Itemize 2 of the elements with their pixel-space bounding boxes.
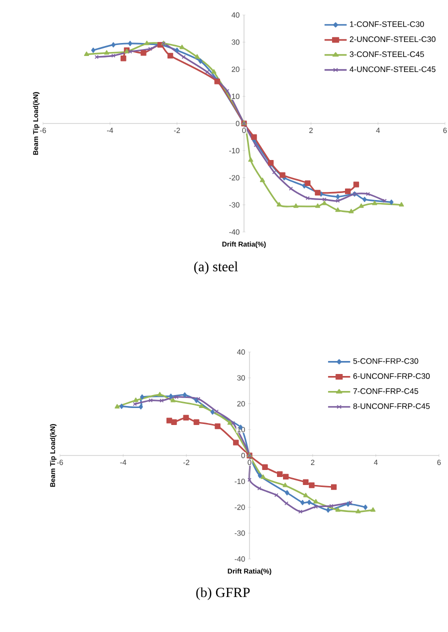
text: (b) GFRP (196, 587, 250, 600)
text: (a) steel (194, 262, 238, 274)
